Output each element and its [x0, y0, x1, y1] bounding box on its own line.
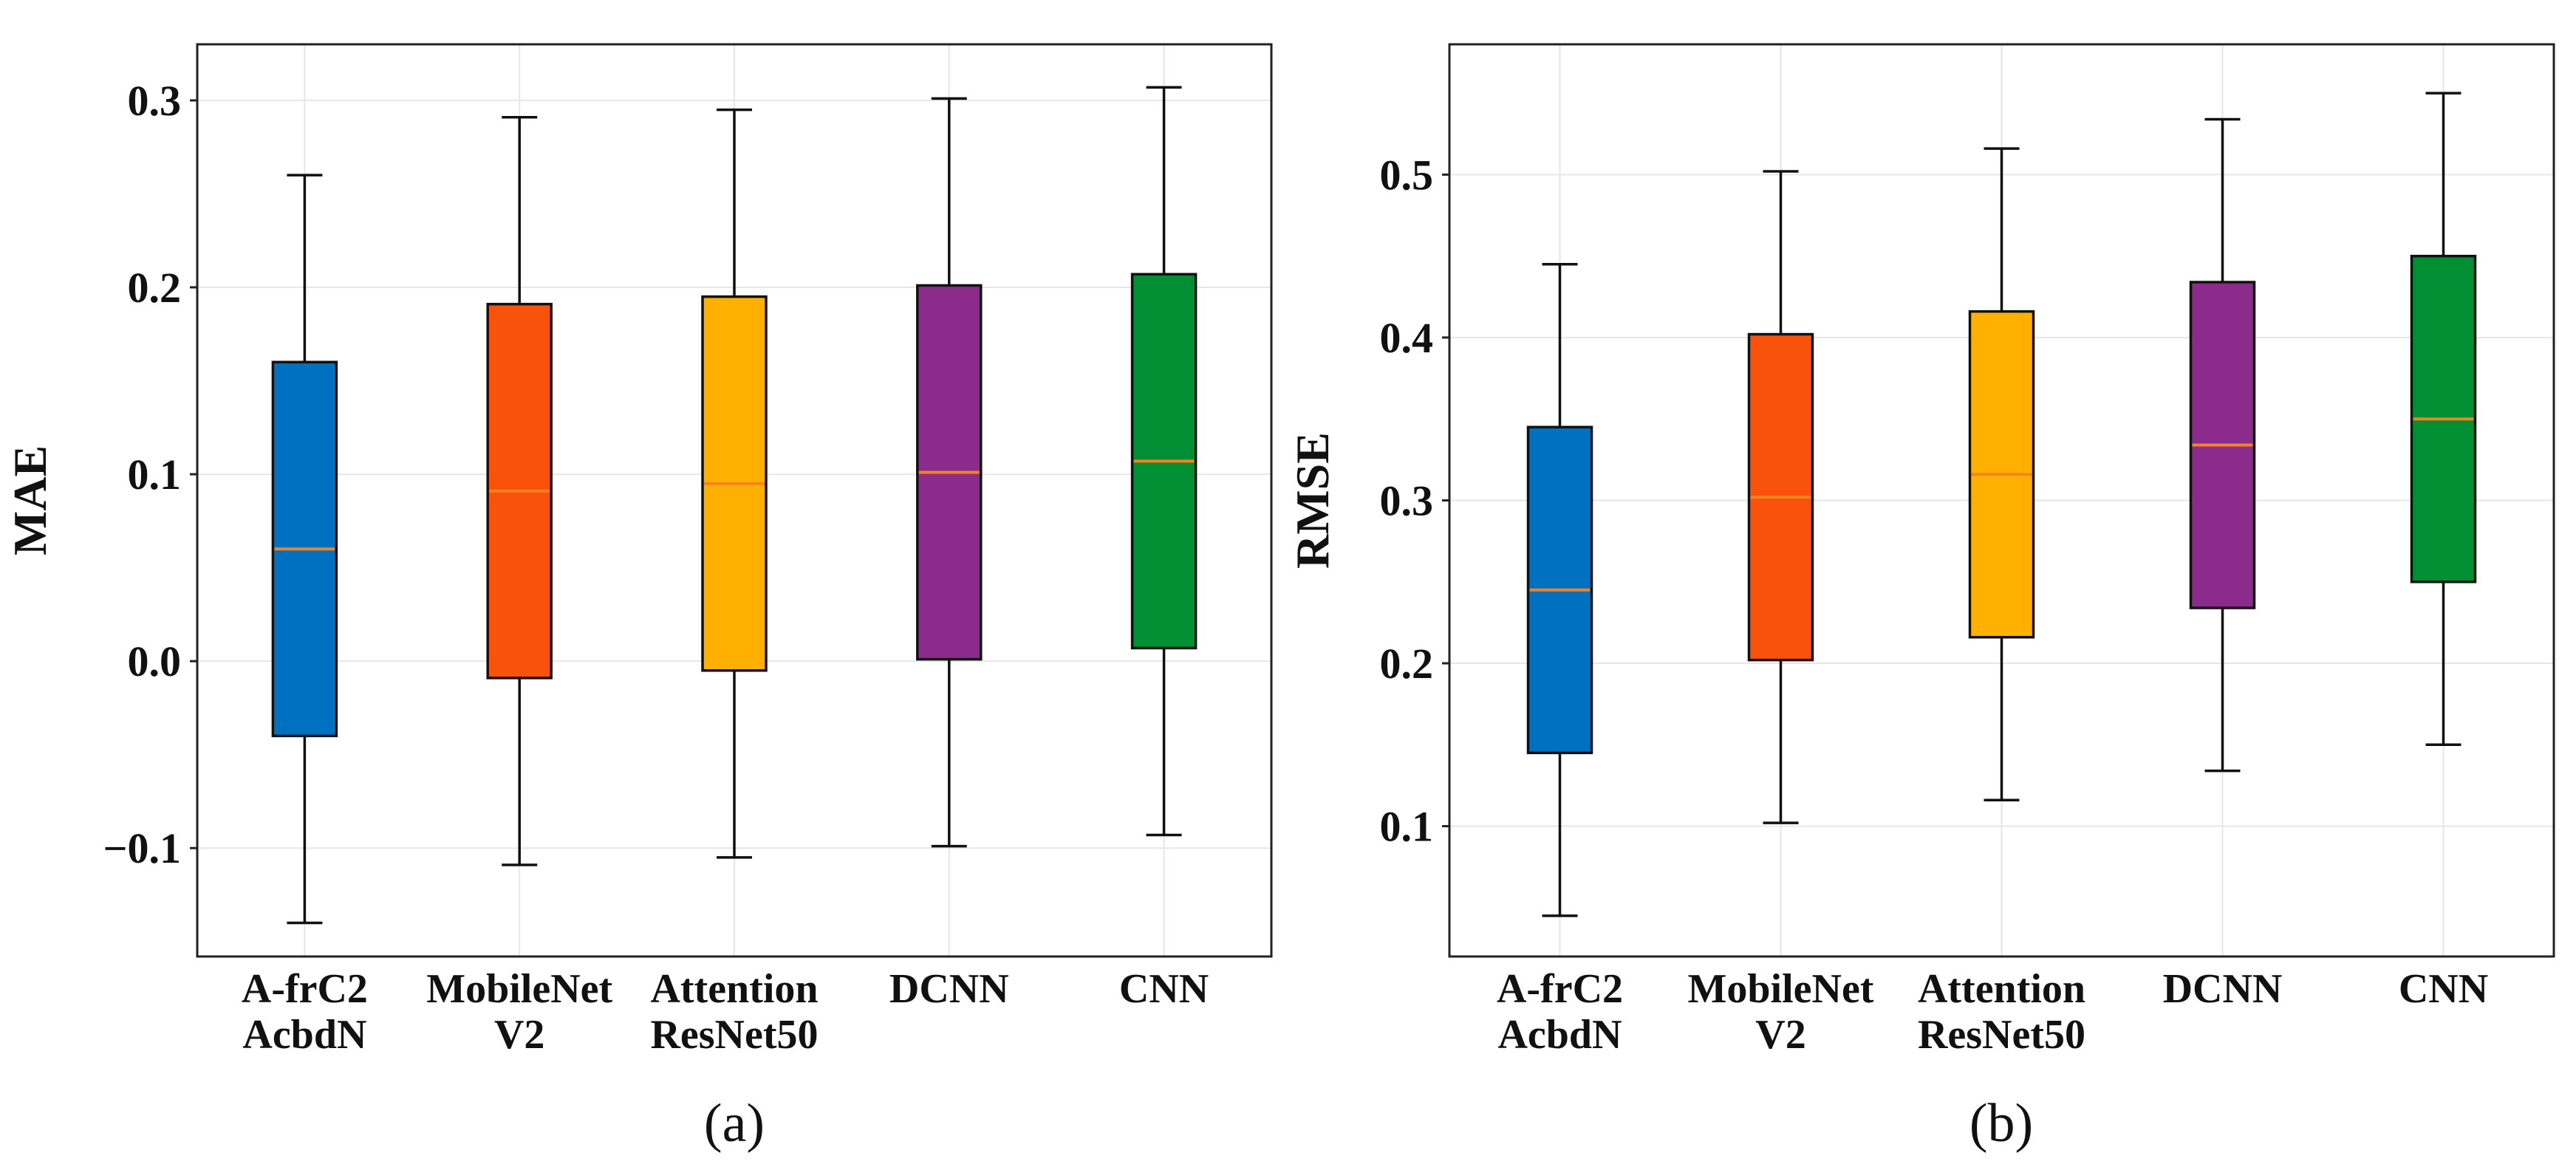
plot-frame [1448, 43, 2555, 958]
x-tick-label: CNN [1119, 966, 1209, 1012]
y-tick-label: 0.1 [128, 451, 182, 499]
box-group [1130, 86, 1198, 837]
panel-b: A-frC2 AcbdN MobileNet V2 Attention ResNet50 D… [1286, 43, 2555, 1154]
x-tick-label-line: V2 [494, 1012, 544, 1058]
y-axis-title: RMSE [1286, 432, 1339, 569]
x-tick-label: DCNN [889, 966, 1009, 1012]
x-tick-label: A-frC2 AcbdN [1497, 966, 1623, 1058]
x-tick-label: A-frC2 AcbdN [242, 966, 368, 1058]
y-tick-label: 0.3 [1380, 477, 1434, 525]
box-group [701, 108, 768, 859]
panel-label: (b) [1969, 1093, 2033, 1154]
x-tick-label-line: DCNN [2163, 966, 2283, 1012]
x-tick-label: Attention ResNet50 [1918, 966, 2085, 1058]
x-tick-label-line: V2 [1755, 1012, 1805, 1058]
x-tick-label-line: CNN [2399, 966, 2488, 1012]
x-tick-label-line: A-frC2 [1497, 966, 1623, 1012]
x-tick-label-line: MobileNet [1688, 966, 1874, 1012]
x-tick-label-line: AcbdN [242, 1012, 366, 1058]
panel-a: A-frC2 AcbdN MobileNet V2 Attention ResNet50 D… [4, 43, 1273, 1154]
y-tick-label: 0.3 [128, 77, 182, 125]
x-tick-label: DCNN [2163, 966, 2283, 1012]
x-tick-label-line: A-frC2 [242, 966, 368, 1012]
box-group [486, 115, 553, 866]
panel-label: (a) [704, 1093, 765, 1154]
y-tick-label: 0.4 [1380, 314, 1434, 362]
plot-frame [196, 43, 1273, 958]
box-group [2189, 117, 2256, 773]
box-group [1968, 147, 2035, 802]
x-tick-label: MobileNet V2 [426, 966, 612, 1058]
y-axis-title: MAE [4, 445, 56, 555]
y-tick-label: 0.1 [1380, 803, 1434, 851]
box-group [271, 174, 338, 925]
y-tick-label: 0.2 [128, 264, 182, 312]
x-tick-label: CNN [2399, 966, 2488, 1012]
y-tick-label: −0.1 [103, 824, 181, 872]
x-tick-label-line: AcbdN [1497, 1012, 1622, 1058]
x-tick-label-line: MobileNet [426, 966, 612, 1012]
box-group [2410, 92, 2477, 747]
x-tick-label-line: CNN [1119, 966, 1209, 1012]
box-group [1526, 262, 1593, 917]
x-tick-label-line: ResNet50 [1918, 1012, 2085, 1058]
x-tick-label-line: DCNN [889, 966, 1009, 1012]
x-tick-label: Attention ResNet50 [650, 966, 818, 1058]
x-tick-label-line: ResNet50 [650, 1012, 818, 1058]
x-tick-label: MobileNet V2 [1688, 966, 1874, 1058]
x-tick-label-line: Attention [650, 966, 818, 1012]
x-tick-label-line: Attention [1918, 966, 2085, 1012]
y-tick-label: 0.5 [1380, 151, 1434, 199]
y-tick-label: 0.0 [128, 637, 182, 685]
box-group [916, 97, 983, 848]
box-group [1747, 170, 1814, 824]
y-tick-label: 0.2 [1380, 640, 1434, 688]
